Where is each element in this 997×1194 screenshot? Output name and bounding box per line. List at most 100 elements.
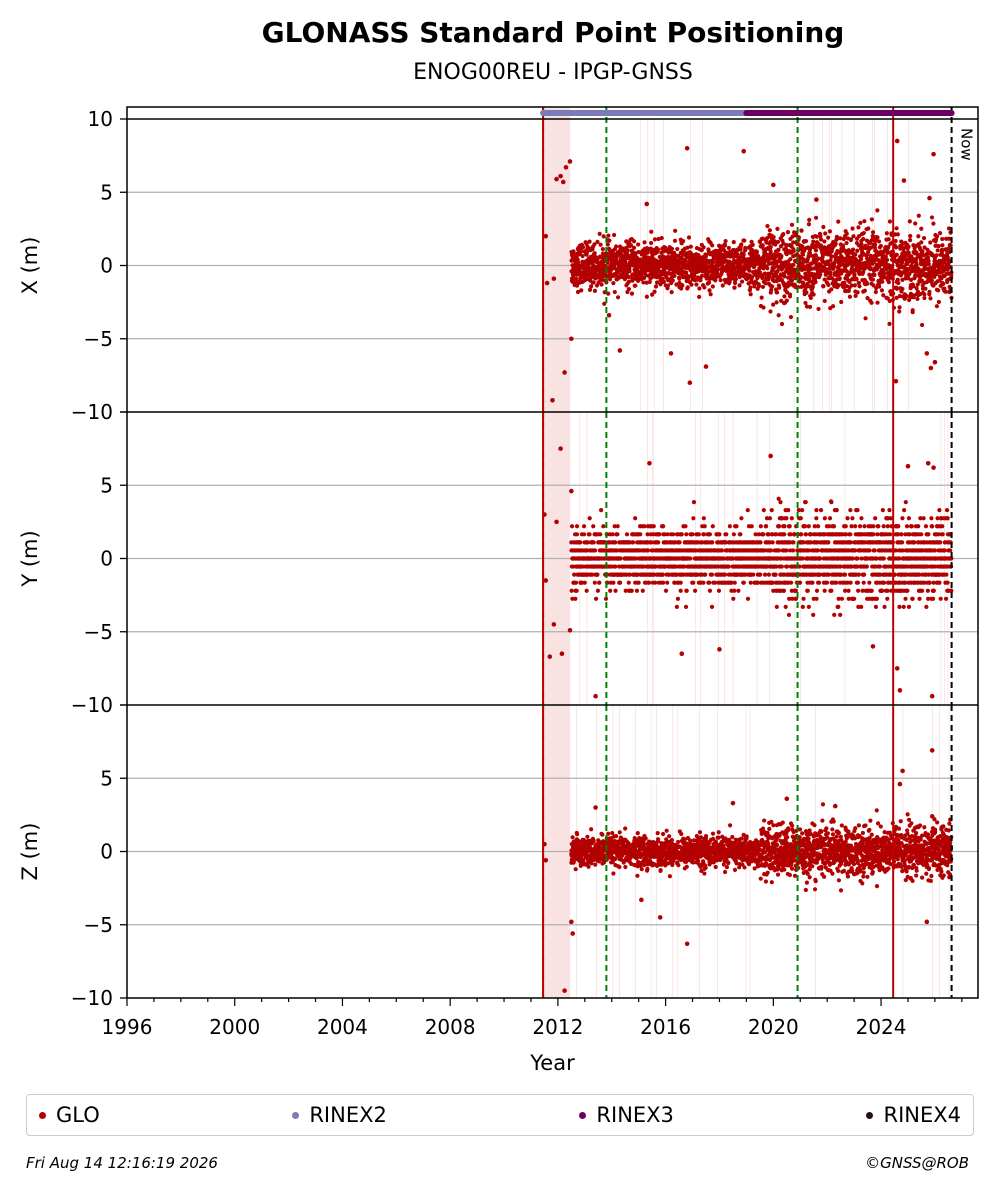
data-point xyxy=(702,524,707,529)
data-point xyxy=(878,262,883,268)
data-point xyxy=(782,532,787,537)
data-point xyxy=(869,300,874,305)
data-point xyxy=(831,524,837,529)
data-point xyxy=(755,580,761,585)
data-point xyxy=(885,588,890,593)
outlier-point xyxy=(928,365,934,371)
data-point xyxy=(903,253,908,258)
data-point xyxy=(873,289,878,295)
data-point xyxy=(807,217,812,222)
data-point xyxy=(684,270,689,275)
data-point xyxy=(797,580,802,585)
data-point xyxy=(923,286,928,291)
data-point xyxy=(720,283,725,288)
data-point xyxy=(601,234,606,239)
data-point xyxy=(897,305,902,310)
data-point xyxy=(811,292,816,297)
data-point xyxy=(759,295,764,300)
data-point xyxy=(775,290,780,295)
data-point xyxy=(846,588,851,593)
data-point xyxy=(818,237,824,242)
data-point xyxy=(633,516,638,521)
data-point xyxy=(572,572,577,577)
data-point xyxy=(695,572,700,577)
data-point xyxy=(697,286,702,291)
data-point xyxy=(712,580,718,585)
data-point xyxy=(884,257,890,263)
outlier-point xyxy=(551,276,557,281)
data-point xyxy=(826,235,831,240)
data-point xyxy=(806,604,811,609)
data-point xyxy=(741,580,746,585)
data-point xyxy=(768,245,773,250)
data-point xyxy=(829,287,834,292)
data-point xyxy=(919,240,924,245)
data-point xyxy=(574,283,580,288)
data-point xyxy=(719,548,724,553)
data-point xyxy=(852,596,857,601)
data-point xyxy=(838,572,843,577)
data-point xyxy=(776,524,781,529)
data-point xyxy=(587,239,592,244)
y-tick-label: 0 xyxy=(100,254,113,278)
data-point xyxy=(787,524,792,529)
data-point xyxy=(823,231,828,236)
data-point xyxy=(732,588,737,593)
data-point xyxy=(862,219,867,224)
data-point xyxy=(910,308,915,313)
data-point xyxy=(760,275,765,281)
outlier-point xyxy=(771,182,776,188)
data-point xyxy=(661,524,666,529)
data-point xyxy=(790,596,795,601)
data-point xyxy=(813,248,819,253)
data-point xyxy=(590,572,595,577)
data-point xyxy=(879,288,885,293)
data-point xyxy=(850,226,855,231)
data-point xyxy=(758,572,763,577)
data-point xyxy=(804,290,809,295)
data-point xyxy=(690,532,695,537)
data-point xyxy=(853,548,858,553)
data-point xyxy=(907,219,912,224)
data-point xyxy=(675,246,680,252)
data-point xyxy=(852,271,857,277)
data-point xyxy=(701,532,707,537)
data-point xyxy=(861,236,866,242)
data-point xyxy=(894,252,899,257)
data-point xyxy=(593,548,598,553)
data-point xyxy=(570,596,575,601)
data-point xyxy=(855,508,860,513)
data-point xyxy=(817,272,823,277)
data-point xyxy=(874,596,879,601)
data-point xyxy=(649,229,654,234)
data-point xyxy=(873,604,879,609)
data-point xyxy=(669,246,675,251)
data-point xyxy=(788,257,793,262)
data-point xyxy=(729,276,734,281)
outlier-point xyxy=(924,351,930,356)
data-point xyxy=(873,516,878,521)
data-point xyxy=(941,281,946,286)
data-point xyxy=(866,249,871,255)
data-point xyxy=(657,532,662,537)
data-point xyxy=(769,287,774,293)
data-point xyxy=(737,283,742,288)
data-point xyxy=(832,612,837,618)
data-point xyxy=(875,208,880,213)
data-point xyxy=(932,274,937,280)
data-point xyxy=(801,540,806,545)
data-point xyxy=(774,300,779,305)
data-point xyxy=(707,532,713,537)
data-point xyxy=(737,274,742,280)
data-point xyxy=(829,588,834,593)
data-point xyxy=(782,524,787,529)
data-point xyxy=(895,277,900,282)
data-point xyxy=(796,508,801,513)
data-point xyxy=(855,290,860,295)
data-point xyxy=(656,247,661,252)
data-point xyxy=(902,508,907,513)
data-point xyxy=(578,276,583,281)
data-point xyxy=(629,588,634,593)
data-point xyxy=(803,524,808,529)
outlier-point xyxy=(569,336,574,342)
